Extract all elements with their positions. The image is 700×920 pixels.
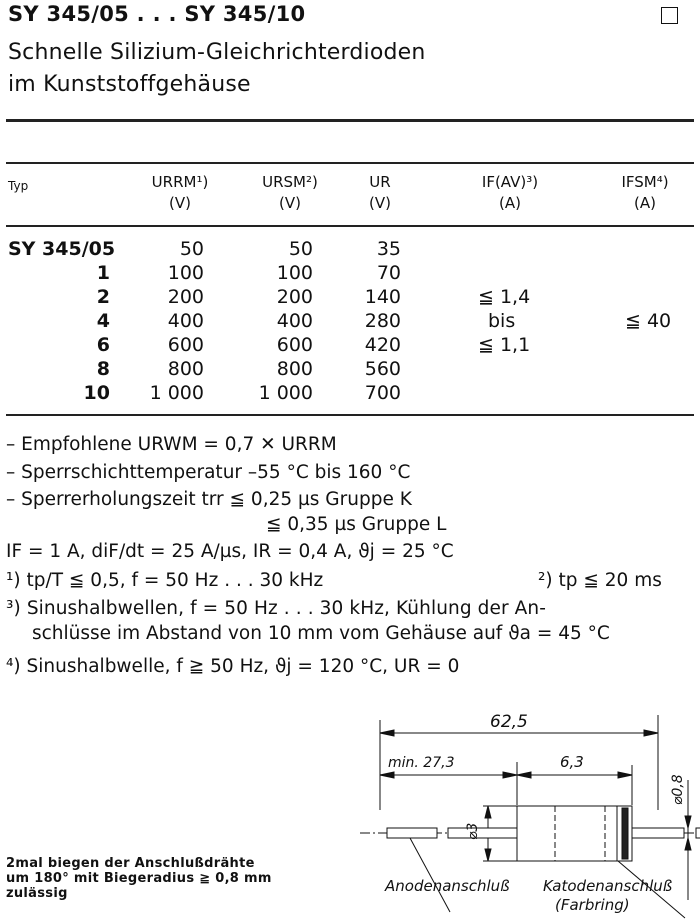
- bending-note: 2mal biegen der Anschlußdrähte um 180° m…: [6, 856, 272, 901]
- note-urwm: – Empfohlene URWM = 0,7 ✕ URRM: [6, 434, 337, 455]
- dim-min-lead: min. 27,3: [388, 755, 454, 771]
- footnote-4: ⁴) Sinushalbwelle, f ≧ 50 Hz, ϑj = 120 °…: [6, 656, 460, 677]
- cell-urrm: 50: [179, 238, 204, 260]
- checkbox[interactable]: [661, 7, 678, 24]
- cell-ur: 280: [364, 310, 401, 332]
- cell-urrm: 1 000: [149, 382, 204, 404]
- cell-typ: 2: [96, 286, 110, 308]
- cell-typ: 4: [96, 310, 110, 332]
- ifsm-value: ≦ 40: [625, 310, 672, 332]
- subtitle-line-1: Schnelle Silizium-Gleichrichterdioden: [8, 40, 426, 65]
- cathode-label: Katodenanschluß: [543, 877, 672, 895]
- ifav-bis: bis: [488, 310, 516, 332]
- ifav-min: ≦ 1,1: [478, 334, 531, 356]
- note-conditions: IF = 1 A, diF/dt = 25 A/µs, IR = 0,4 A, …: [6, 541, 454, 562]
- cell-ursm: 800: [276, 358, 313, 380]
- col-label: IF(AV)³): [481, 173, 539, 191]
- cell-ur: 35: [376, 238, 401, 260]
- bending-note-line: um 180° mit Biegeradius ≧ 0,8 mm: [6, 871, 272, 886]
- col-header-urrm: URRM¹) (V): [140, 172, 220, 214]
- cell-typ: 10: [83, 382, 110, 404]
- col-header-typ: Typ: [8, 179, 29, 193]
- cell-ursm: 100: [276, 262, 313, 284]
- cell-typ: 1: [96, 262, 110, 284]
- cell-ursm: 400: [276, 310, 313, 332]
- footnote-3b: schlüsse im Abstand von 10 mm vom Gehäus…: [32, 623, 610, 644]
- col-unit: (V): [279, 194, 301, 212]
- anode-label: Anodenanschluß: [384, 877, 510, 895]
- dim-body-diameter: ⌀3: [465, 823, 481, 840]
- cell-typ: SY 345/05: [8, 238, 116, 260]
- col-header-ifsm: IFSM⁴) (A): [605, 172, 685, 214]
- col-label: UR: [369, 173, 391, 191]
- cell-urrm: 200: [167, 286, 204, 308]
- col-unit: (V): [169, 194, 191, 212]
- footnote-2: ²) tp ≦ 20 ms: [538, 570, 662, 591]
- dim-body-length: 6,3: [560, 753, 584, 771]
- cell-ur: 420: [364, 334, 401, 356]
- diode-dimension-drawing: 62,5 min. 27,3 6,3 ⌀3 ⌀0,8 Anodenanschlu…: [360, 712, 700, 919]
- footnote-1: ¹) tp/T ≦ 0,5, f = 50 Hz . . . 30 kHz: [6, 570, 324, 591]
- cell-ur: 70: [376, 262, 401, 284]
- col-label: URRM¹): [151, 173, 209, 191]
- col-unit: (A): [634, 194, 656, 212]
- note-recovery-l: ≦ 0,35 µs Gruppe L: [266, 514, 447, 535]
- page-title: SY 345/05 . . . SY 345/10: [8, 2, 306, 26]
- cell-urrm: 400: [167, 310, 204, 332]
- cell-ur: 560: [364, 358, 401, 380]
- cell-urrm: 600: [167, 334, 204, 356]
- dim-total-length: 62,5: [490, 712, 528, 732]
- cell-ur: 140: [364, 286, 401, 308]
- ifav-max: ≦ 1,4: [478, 286, 531, 308]
- divider: [6, 162, 694, 164]
- divider: [6, 119, 694, 122]
- cell-ursm: 1 000: [258, 382, 313, 404]
- cell-urrm: 100: [167, 262, 204, 284]
- bending-note-line: zulässig: [6, 886, 68, 901]
- col-header-ur: UR (V): [355, 172, 405, 214]
- footnote-3a: ³) Sinushalbwellen, f = 50 Hz . . . 30 k…: [6, 598, 547, 619]
- col-label: URSM²): [262, 173, 318, 191]
- cell-ur: 700: [364, 382, 401, 404]
- cell-ursm: 50: [288, 238, 313, 260]
- cell-urrm: 800: [167, 358, 204, 380]
- col-header-ifav: IF(AV)³) (A): [460, 172, 560, 214]
- col-label: IFSM⁴): [621, 173, 669, 191]
- cell-ursm: 200: [276, 286, 313, 308]
- note-temperature: – Sperrschichttemperatur –55 °C bis 160 …: [6, 462, 411, 483]
- cell-typ: 8: [96, 358, 110, 380]
- dim-lead-diameter: ⌀0,8: [670, 774, 686, 805]
- subtitle-line-2: im Kunststoffgehäuse: [8, 72, 251, 97]
- cell-typ: 6: [96, 334, 110, 356]
- cathode-sublabel: (Farbring): [555, 896, 630, 914]
- cell-ursm: 600: [276, 334, 313, 356]
- col-header-ursm: URSM²) (V): [250, 172, 330, 214]
- divider: [6, 414, 694, 416]
- note-recovery-k: – Sperrerholungszeit trr ≦ 0,25 µs Grupp…: [6, 489, 412, 510]
- col-unit: (V): [369, 194, 391, 212]
- bending-note-line: 2mal biegen der Anschlußdrähte: [6, 856, 255, 871]
- col-unit: (A): [499, 194, 521, 212]
- divider: [6, 225, 694, 227]
